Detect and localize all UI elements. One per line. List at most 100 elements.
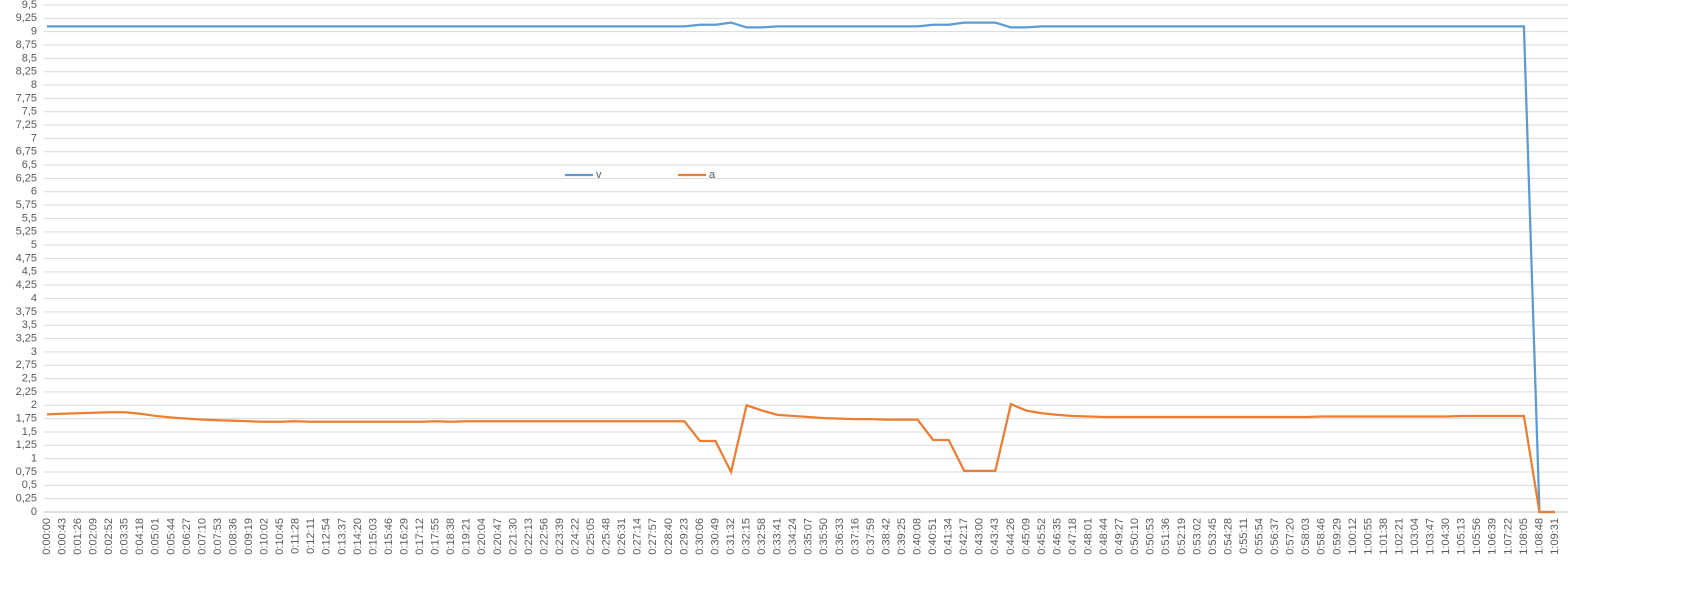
y-tick-label: 7,75 xyxy=(16,92,37,104)
legend-label: v xyxy=(596,169,602,181)
x-tick-label: 0:05:44 xyxy=(165,518,177,555)
x-tick-label: 0:47:18 xyxy=(1067,518,1079,555)
x-tick-label: 1:09:31 xyxy=(1549,518,1561,555)
y-tick-label: 6,75 xyxy=(16,146,37,158)
y-tick-label: 6,5 xyxy=(22,159,37,171)
y-tick-label: 1,5 xyxy=(22,426,37,438)
legend-label: a xyxy=(709,169,716,181)
x-tick-label: 0:52:19 xyxy=(1176,518,1188,555)
x-tick-label: 0:50:53 xyxy=(1145,518,1157,555)
y-tick-label: 9,25 xyxy=(16,12,37,24)
x-tick-label: 0:30:49 xyxy=(709,518,721,555)
x-tick-label: 0:12:54 xyxy=(321,518,333,555)
y-tick-label: 8,75 xyxy=(16,39,37,51)
x-tick-label: 0:24:22 xyxy=(569,518,581,555)
y-tick-label: 0 xyxy=(31,506,37,518)
x-tick-label: 1:00:12 xyxy=(1347,518,1359,555)
x-tick-label: 0:20:47 xyxy=(492,518,504,555)
x-tick-label: 0:29:23 xyxy=(678,518,690,555)
y-tick-label: 8 xyxy=(31,79,37,91)
x-tick-label: 1:06:39 xyxy=(1487,518,1499,555)
x-tick-label: 0:59:29 xyxy=(1331,518,1343,555)
x-tick-label: 0:45:52 xyxy=(1036,518,1048,555)
y-tick-label: 2,5 xyxy=(22,372,37,384)
x-tick-label: 1:03:04 xyxy=(1409,518,1421,555)
y-tick-label: 4,75 xyxy=(16,252,37,264)
x-tick-label: 1:05:56 xyxy=(1471,518,1483,555)
x-tick-label: 0:27:57 xyxy=(647,518,659,555)
x-tick-label: 0:14:20 xyxy=(352,518,364,555)
y-tick-label: 5,5 xyxy=(22,212,37,224)
y-tick-label: 3,5 xyxy=(22,319,37,331)
y-tick-label: 5,25 xyxy=(16,226,37,238)
x-tick-label: 0:58:03 xyxy=(1300,518,1312,555)
y-tick-label: 0,75 xyxy=(16,466,37,478)
x-tick-label: 0:34:24 xyxy=(787,518,799,555)
y-tick-label: 2,25 xyxy=(16,386,37,398)
x-tick-label: 0:20:04 xyxy=(476,518,488,555)
x-tick-label: 1:01:38 xyxy=(1378,518,1390,555)
y-tick-label: 3,75 xyxy=(16,306,37,318)
x-tick-label: 0:23:39 xyxy=(554,518,566,555)
y-tick-label: 7,25 xyxy=(16,119,37,131)
x-tick-label: 0:12:11 xyxy=(305,518,317,554)
y-tick-label: 3 xyxy=(31,346,37,358)
y-tick-label: 2,75 xyxy=(16,359,37,371)
x-tick-label: 0:48:01 xyxy=(1083,518,1095,555)
y-tick-label: 4,25 xyxy=(16,279,37,291)
y-tick-label: 7 xyxy=(31,132,37,144)
x-tick-label: 0:40:51 xyxy=(927,518,939,555)
x-tick-label: 0:25:48 xyxy=(601,518,613,555)
x-tick-label: 0:05:01 xyxy=(150,518,162,555)
y-tick-label: 8,5 xyxy=(22,52,37,64)
x-tick-label: 0:02:09 xyxy=(88,518,100,555)
x-tick-label: 0:07:53 xyxy=(212,518,224,555)
x-tick-label: 0:13:37 xyxy=(336,518,348,555)
y-tick-label: 4,5 xyxy=(22,266,37,278)
x-tick-label: 1:00:55 xyxy=(1362,518,1374,555)
series-line xyxy=(47,21,1555,514)
x-tick-label: 0:26:31 xyxy=(616,518,628,555)
x-tick-label: 0:00:00 xyxy=(41,518,53,555)
x-tick-label: 0:37:59 xyxy=(865,518,877,555)
x-tick-label: 0:57:20 xyxy=(1285,518,1297,555)
x-tick-label: 0:39:25 xyxy=(896,518,908,555)
x-tick-label: 1:08:48 xyxy=(1533,518,1545,555)
x-tick-label: 0:48:44 xyxy=(1098,518,1110,555)
y-tick-label: 6,25 xyxy=(16,172,37,184)
y-tick-label: 9,5 xyxy=(22,0,37,11)
series-line xyxy=(46,402,1555,514)
y-tick-label: 0,5 xyxy=(22,479,37,491)
y-tick-label: 5 xyxy=(31,239,37,251)
x-tick-label: 0:25:05 xyxy=(585,518,597,555)
x-tick-label: 0:19:21 xyxy=(461,518,473,555)
x-tick-label: 0:37:16 xyxy=(849,518,861,555)
x-tick-label: 0:11:28 xyxy=(290,518,302,554)
y-tick-label: 9 xyxy=(31,26,37,38)
x-tick-label: 0:32:58 xyxy=(756,518,768,555)
x-tick-label: 0:54:28 xyxy=(1222,518,1234,555)
x-tick-label: 0:50:10 xyxy=(1129,518,1141,555)
x-tick-label: 0:53:02 xyxy=(1191,518,1203,555)
x-tick-label: 0:35:50 xyxy=(818,518,830,555)
x-tick-label: 0:51:36 xyxy=(1160,518,1172,555)
x-tick-label: 0:38:42 xyxy=(880,518,892,555)
x-tick-label: 0:40:08 xyxy=(912,518,924,555)
x-tick-label: 0:16:29 xyxy=(398,518,410,555)
x-tick-label: 0:04:18 xyxy=(134,518,146,555)
x-tick-label: 0:22:56 xyxy=(538,518,550,555)
x-tick-label: 0:45:09 xyxy=(1020,518,1032,555)
x-tick-label: 1:04:30 xyxy=(1440,518,1452,555)
y-tick-label: 6 xyxy=(31,186,37,198)
y-tick-label: 0,25 xyxy=(16,493,37,505)
x-tick-label: 0:18:38 xyxy=(445,518,457,555)
x-tick-label: 0:43:43 xyxy=(989,518,1001,555)
x-tick-label: 0:31:32 xyxy=(725,518,737,555)
x-tick-label: 0:15:03 xyxy=(367,518,379,555)
y-tick-label: 1,25 xyxy=(16,439,37,451)
x-tick-label: 0:15:46 xyxy=(383,518,395,555)
y-tick-label: 7,5 xyxy=(22,106,37,118)
y-tick-label: 8,25 xyxy=(16,66,37,78)
x-tick-label: 0:33:41 xyxy=(772,518,784,555)
